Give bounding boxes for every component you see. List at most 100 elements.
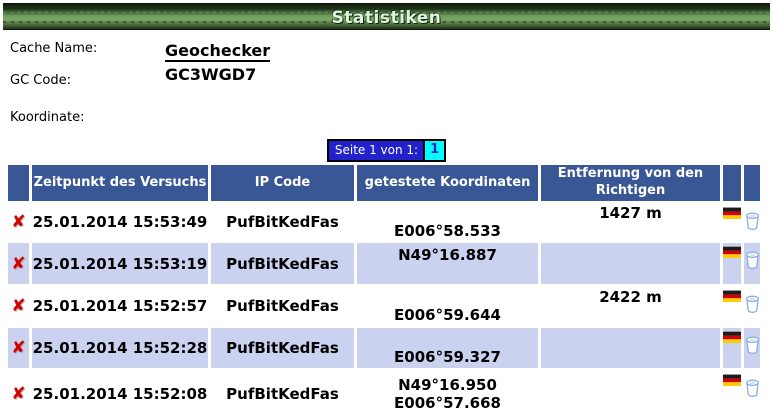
table-row: ✘ 25.01.2014 15:52:57 PufBitKedFas E006°…: [8, 287, 760, 325]
koordinate-label: Koordinate:: [10, 110, 85, 125]
red-x-icon: ✘: [11, 338, 26, 358]
red-x-icon: ✘: [11, 212, 26, 232]
distance-cell: [541, 328, 720, 368]
cache-name-row: Cache Name: Geochecker: [10, 41, 773, 62]
flag-cell: [723, 243, 741, 284]
pagination: Seite 1 von 1: 1: [0, 139, 773, 162]
distance-value: [541, 330, 720, 348]
attempt-time-cell: 25.01.2014 15:53:49: [32, 204, 208, 240]
trash-icon: [745, 336, 759, 354]
ip-code-cell: PufBitKedFas: [211, 328, 354, 368]
tested-coordinates-cell: E006°58.533: [357, 204, 538, 240]
distance-value: [541, 246, 720, 264]
column-header-flag: [723, 165, 741, 201]
german-flag-icon: [723, 246, 741, 258]
pagination-page-1[interactable]: 1: [423, 141, 445, 160]
cache-name-label: Cache Name:: [10, 41, 98, 56]
koordinate-row: Koordinate:: [10, 110, 773, 125]
distance-spacer: [541, 222, 720, 240]
distance-cell: 1427 m: [541, 204, 720, 240]
pagination-label: Seite 1 von 1:: [328, 141, 424, 160]
coordinate-line-n: N49°16.887: [398, 245, 497, 264]
trash-icon: [745, 379, 759, 397]
coordinate-line-e: E006°57.668: [394, 393, 501, 412]
trash-button[interactable]: [744, 204, 760, 240]
delete-attempt-button[interactable]: ✘: [8, 287, 29, 325]
distance-spacer: [541, 394, 720, 412]
delete-attempt-button[interactable]: ✘: [8, 204, 29, 240]
german-flag-icon: [723, 290, 741, 302]
trash-button[interactable]: [744, 328, 760, 368]
trash-icon: [745, 212, 759, 230]
coordinate-line-n: [357, 330, 538, 348]
attempt-time-cell: 25.01.2014 15:53:19: [32, 243, 208, 284]
trash-button[interactable]: [744, 243, 760, 284]
german-flag-icon: [723, 374, 741, 386]
attempt-time-cell: 25.01.2014 15:52:08: [32, 371, 208, 414]
delete-attempt-button[interactable]: ✘: [8, 328, 29, 368]
trash-button[interactable]: [744, 371, 760, 414]
delete-attempt-button[interactable]: ✘: [8, 371, 29, 414]
flag-cell: [723, 328, 741, 368]
column-header-attempt-time: Zeitpunkt des Versuchs: [32, 165, 208, 201]
german-flag-icon: [723, 207, 741, 219]
cache-info-section: Cache Name: Geochecker GC Code: GC3WGD7 …: [10, 41, 773, 125]
distance-spacer: [541, 306, 720, 324]
distance-spacer: [541, 348, 720, 366]
flag-cell: [723, 204, 741, 240]
page-title: Statistiken: [331, 8, 442, 28]
table-header-row: Zeitpunkt des Versuchs IP Code getestete…: [8, 165, 760, 201]
distance-cell: [541, 371, 720, 414]
tested-coordinates-cell: N49°16.887: [357, 243, 538, 284]
column-header-distance: Entfernung von den Richtigen: [541, 165, 720, 201]
red-x-icon: ✘: [11, 253, 26, 274]
column-header-ip-code: IP Code: [211, 165, 354, 201]
gc-code-row: GC Code: GC3WGD7: [10, 65, 773, 92]
ip-code-cell: PufBitKedFas: [211, 243, 354, 284]
tested-coordinates-cell: N49°16.950 E006°57.668: [357, 371, 538, 414]
distance-cell: 2422 m: [541, 287, 720, 325]
trash-icon: [745, 251, 759, 269]
cache-name-link[interactable]: Geochecker: [165, 41, 271, 62]
gc-code-value: GC3WGD7: [165, 65, 257, 84]
attempt-time-cell: 25.01.2014 15:52:57: [32, 287, 208, 325]
ip-code-cell: PufBitKedFas: [211, 204, 354, 240]
column-header-delete: [8, 165, 29, 201]
distance-value: 1427 m: [599, 204, 662, 222]
pagination-box: Seite 1 von 1: 1: [326, 139, 447, 162]
red-x-icon: ✘: [11, 296, 26, 316]
flag-cell: [723, 371, 741, 414]
attempts-table: Zeitpunkt des Versuchs IP Code getestete…: [5, 162, 763, 414]
coordinate-line-e: E006°59.644: [394, 306, 501, 324]
delete-attempt-button[interactable]: ✘: [8, 243, 29, 284]
ip-code-cell: PufBitKedFas: [211, 287, 354, 325]
tested-coordinates-cell: E006°59.327: [357, 328, 538, 368]
distance-cell: [541, 243, 720, 284]
ip-code-cell: PufBitKedFas: [211, 371, 354, 414]
table-row: ✘ 25.01.2014 15:52:08 PufBitKedFas N49°1…: [8, 371, 760, 414]
table-row: ✘ 25.01.2014 15:52:28 PufBitKedFas E006°…: [8, 328, 760, 368]
table-row: ✘ 25.01.2014 15:53:19 PufBitKedFas N49°1…: [8, 243, 760, 284]
table-row: ✘ 25.01.2014 15:53:49 PufBitKedFas E006°…: [8, 204, 760, 240]
attempts-tbody: ✘ 25.01.2014 15:53:49 PufBitKedFas E006°…: [8, 204, 760, 414]
coordinate-line-n: [357, 204, 538, 222]
tested-coordinates-cell: E006°59.644: [357, 287, 538, 325]
flag-cell: [723, 287, 741, 325]
distance-value: [541, 376, 720, 394]
page-title-bar: Statistiken: [3, 3, 770, 30]
distance-spacer: [541, 264, 720, 282]
gc-code-label: GC Code:: [10, 73, 71, 88]
distance-value: 2422 m: [599, 288, 662, 306]
coordinate-line-n: N49°16.950: [398, 375, 497, 394]
coordinate-line-e: E006°58.533: [394, 222, 501, 240]
coordinate-line-e: [357, 264, 538, 282]
coordinate-line-e: E006°59.327: [394, 348, 501, 366]
trash-icon: [745, 295, 759, 313]
column-header-tested-coordinates: getestete Koordinaten: [357, 165, 538, 201]
german-flag-icon: [723, 331, 741, 343]
trash-button[interactable]: [744, 287, 760, 325]
coordinate-line-n: [357, 288, 538, 306]
attempt-time-cell: 25.01.2014 15:52:28: [32, 328, 208, 368]
red-x-icon: ✘: [11, 383, 26, 404]
column-header-remove: [744, 165, 760, 201]
